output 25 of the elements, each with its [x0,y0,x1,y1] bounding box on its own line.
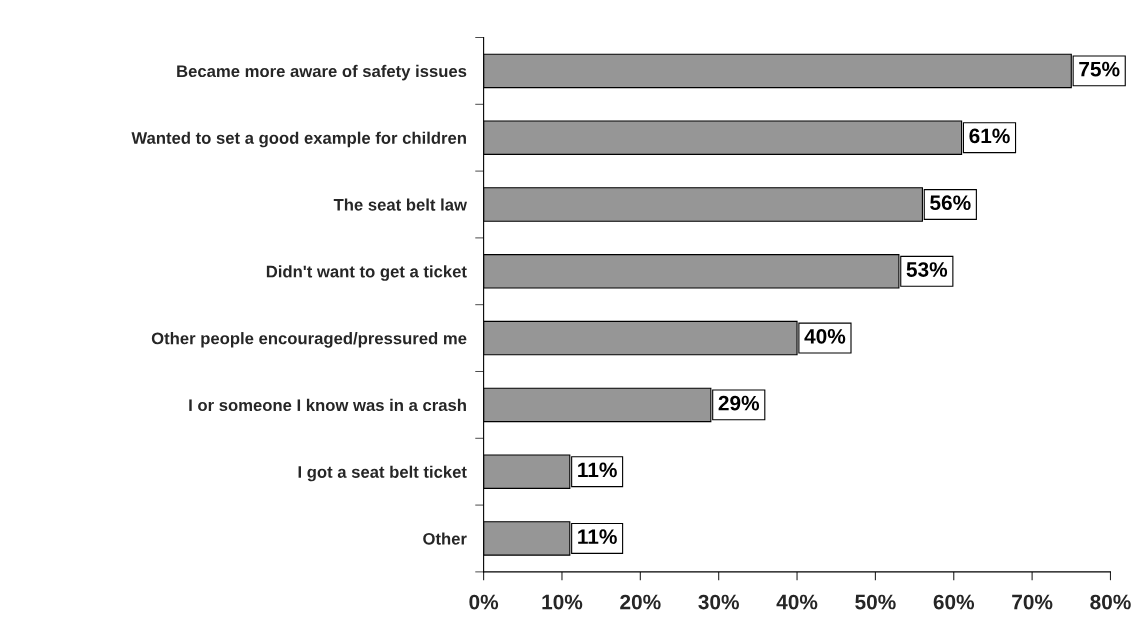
y-tick-label: Other people encouraged/pressured me [151,332,467,348]
x-tick-label: 10% [542,594,583,610]
y-tick-label: Became more aware of safety issues [177,64,467,81]
y-tick-label: Wanted to set a good example for children [131,131,466,148]
x-tick-label: 40% [776,594,818,610]
x-tick-label: 80% [1090,594,1131,610]
x-tick-label: 20% [620,594,661,610]
data-label: 53% [906,262,948,277]
data-label: 11% [578,462,617,478]
x-tick-label: 30% [698,594,739,610]
y-tick-label: Didn't want to get a ticket [266,265,467,281]
data-label: 29% [718,395,760,411]
x-tick-label: 50% [855,594,896,610]
data-label: 61% [969,128,1010,144]
data-label: 56% [930,195,971,211]
data-label: 11% [578,529,617,545]
data-label: 75% [1079,61,1120,77]
x-tick-label: 60% [933,594,975,610]
x-tick-label: 0% [469,594,499,610]
data-label: 40% [804,328,846,344]
y-tick-label: Other [423,532,467,545]
x-tick-label: 70% [1012,594,1053,610]
y-tick-label: I or someone I know was in a crash [189,398,466,412]
y-tick-label: I got a seat belt ticket [298,465,467,482]
y-tick-label: The seat belt law [333,198,467,211]
